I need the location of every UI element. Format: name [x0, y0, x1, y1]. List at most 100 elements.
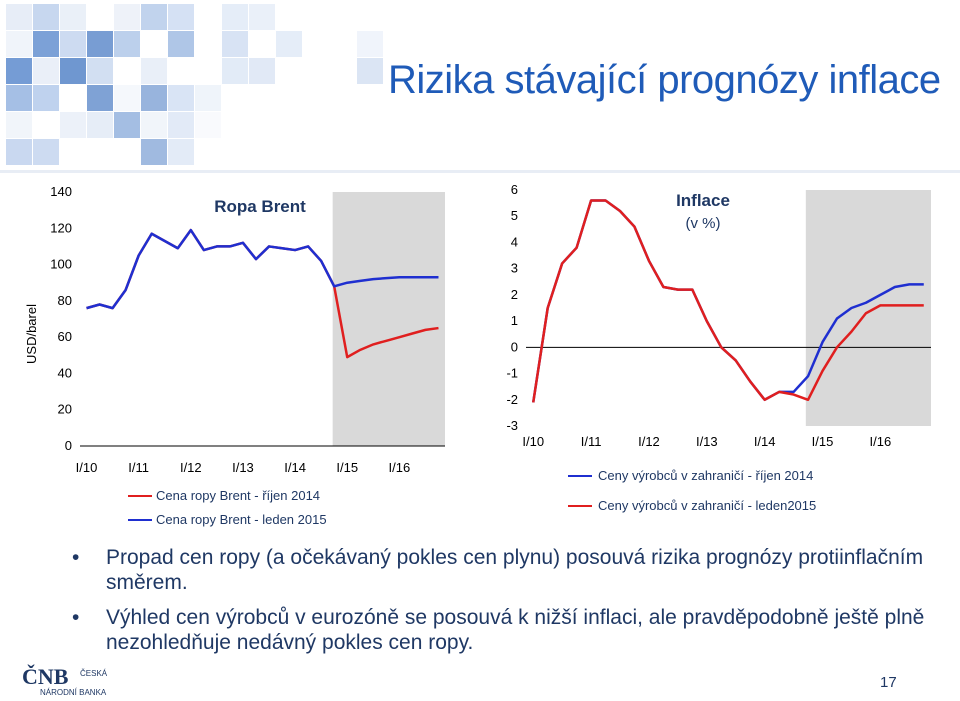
header-mosaic-square: [141, 139, 167, 165]
header-mosaic-square: [168, 4, 194, 30]
header-mosaic-square: [114, 85, 140, 111]
y-tick-label: 4: [511, 234, 518, 249]
page-title: Rizika stávající prognózy inflace: [388, 58, 941, 102]
header-mosaic-square: [87, 58, 113, 84]
header-mosaic-square: [249, 4, 275, 30]
x-tick-label: I/10: [522, 434, 544, 449]
y-tick-label: 60: [58, 329, 72, 344]
y-tick-label: -1: [506, 366, 518, 381]
x-tick-label: I/14: [754, 434, 776, 449]
header-mosaic-square: [33, 58, 59, 84]
header-mosaic-square: [60, 31, 86, 57]
logo-text-line1: ČESKÁ: [80, 669, 108, 678]
header-mosaic-square: [357, 31, 383, 57]
x-tick-label: I/12: [638, 434, 660, 449]
y-tick-label: 0: [65, 438, 72, 453]
x-tick-label: I/11: [128, 460, 149, 475]
brent-oil-chart: 0 20 40 60 80 100 120 140 I/10 I/11 I/12 I/13 I/14 I/…: [24, 184, 445, 527]
header-mosaic-square: [60, 4, 86, 30]
header-mosaic-square: [6, 112, 32, 138]
header-mosaic-square: [168, 85, 194, 111]
y-tick-label: 40: [58, 365, 72, 380]
inflation-chart: -3 -2 -1 0 1 2 3 4 5 6 I/10 I/11 I/12 I/13 I/14 I/15 I/1…: [506, 182, 931, 513]
x-tick-label: I/13: [232, 460, 254, 475]
header-divider: [0, 170, 960, 173]
header-mosaic-square: [357, 58, 383, 84]
header-mosaic: [0, 0, 960, 170]
page-number: 17: [880, 674, 897, 691]
legend-label-blue: Cena ropy Brent - leden 2015: [156, 512, 327, 527]
x-tick-label: I/15: [812, 434, 834, 449]
y-tick-label: 140: [50, 184, 72, 199]
y-tick-label: -3: [506, 418, 518, 433]
x-tick-label: I/12: [180, 460, 202, 475]
logo-text-line2: NÁRODNÍ BANKA: [40, 688, 107, 697]
x-tick-label: I/11: [581, 434, 602, 449]
bullet-dot-icon: •: [72, 546, 80, 569]
y-tick-label: 0: [511, 339, 518, 354]
header-mosaic-square: [33, 31, 59, 57]
header-mosaic-square: [60, 112, 86, 138]
bullet-list: • Propad cen ropy (a očekávaný pokles ce…: [72, 545, 942, 665]
y-axis-label: USD/barel: [24, 304, 39, 364]
header-mosaic-square: [6, 58, 32, 84]
y-tick-label: -2: [506, 392, 518, 407]
legend-label-red: Ceny výrobců v zahraničí - leden2015: [598, 498, 816, 513]
header-mosaic-square: [6, 31, 32, 57]
y-tick-label: 2: [511, 287, 518, 302]
bullet-text: Propad cen ropy (a očekávaný pokles cen …: [106, 546, 924, 594]
forecast-shading: [805, 190, 931, 426]
header-mosaic-square: [195, 112, 221, 138]
bullet-text: Výhled cen výrobců v eurozóně se posouvá…: [106, 606, 925, 654]
series-line-2: [86, 228, 439, 310]
header-mosaic-square: [114, 4, 140, 30]
chart-subtitle: (v %): [686, 215, 721, 232]
bullet-item: • Propad cen ropy (a očekávaný pokles ce…: [72, 545, 942, 595]
legend-label-red: Cena ropy Brent - říjen 2014: [156, 488, 320, 503]
chart-title: Inflace: [676, 191, 730, 210]
header-mosaic-square: [87, 31, 113, 57]
header-mosaic-square: [114, 31, 140, 57]
header-mosaic-square: [114, 112, 140, 138]
forecast-shading: [332, 192, 445, 446]
y-tick-label: 20: [58, 402, 72, 417]
chart-title: Ropa Brent: [214, 197, 306, 216]
header-mosaic-square: [141, 112, 167, 138]
legend-label-blue: Ceny výrobců v zahraničí - říjen 2014: [598, 468, 813, 483]
header-mosaic-square: [60, 58, 86, 84]
y-tick-label: 100: [50, 257, 72, 272]
header-mosaic-square: [141, 85, 167, 111]
header-mosaic-square: [222, 58, 248, 84]
x-tick-label: I/16: [870, 434, 892, 449]
y-tick-label: 6: [511, 182, 518, 197]
cnb-logo: ČNB ČESKÁ NÁRODNÍ BANKA: [22, 664, 122, 698]
header-mosaic-square: [87, 85, 113, 111]
x-tick-label: I/14: [284, 460, 306, 475]
y-tick-label: 80: [58, 293, 72, 308]
header-mosaic-square: [33, 4, 59, 30]
header-mosaic-square: [141, 58, 167, 84]
y-tick-label: 3: [511, 261, 518, 276]
header-mosaic-square: [168, 112, 194, 138]
header-mosaic-square: [168, 139, 194, 165]
x-tick-label: I/13: [696, 434, 718, 449]
header-mosaic-square: [6, 85, 32, 111]
header-mosaic-square: [141, 4, 167, 30]
series-line-2: [531, 199, 924, 403]
header-mosaic-square: [168, 31, 194, 57]
header-mosaic-square: [87, 112, 113, 138]
logo-mark: ČNB: [22, 664, 69, 689]
header-mosaic-square: [6, 139, 32, 165]
header-mosaic-square: [6, 4, 32, 30]
header-mosaic-square: [33, 85, 59, 111]
header-mosaic-square: [249, 58, 275, 84]
bullet-item: • Výhled cen výrobců v eurozóně se posou…: [72, 605, 942, 655]
x-tick-label: I/15: [336, 460, 358, 475]
header-mosaic-square: [33, 139, 59, 165]
header-mosaic-square: [195, 85, 221, 111]
y-tick-label: 120: [50, 220, 72, 235]
header-mosaic-square: [222, 4, 248, 30]
x-tick-label: I/10: [76, 460, 98, 475]
header-mosaic-square: [276, 31, 302, 57]
bullet-dot-icon: •: [72, 606, 80, 629]
